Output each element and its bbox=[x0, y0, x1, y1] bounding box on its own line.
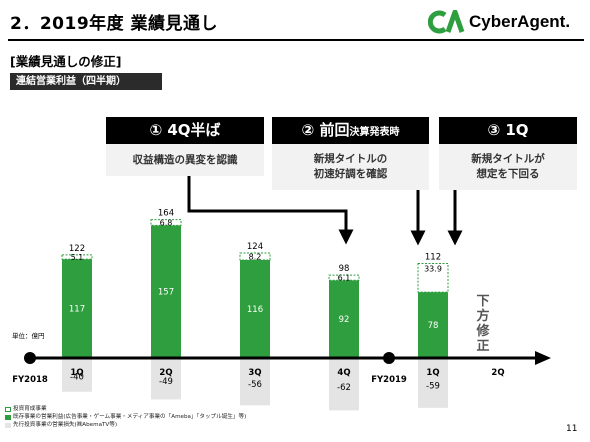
logo-text: CyberAgent. bbox=[469, 12, 571, 31]
category-label: 3Q bbox=[248, 368, 261, 378]
cyberagent-logo-icon bbox=[428, 10, 465, 34]
legend-swatch-core bbox=[5, 414, 11, 420]
arrow-phase-1 bbox=[187, 176, 354, 245]
invest-value-label: 33.9 bbox=[424, 264, 442, 273]
title-divider bbox=[8, 39, 584, 41]
total-value-label: 112 bbox=[425, 252, 441, 262]
category-label: 2Q bbox=[159, 368, 172, 378]
unit-label: 単位：億円 bbox=[12, 332, 45, 340]
loss-bar bbox=[418, 358, 448, 408]
phase-3-line-1: 新規タイトルが bbox=[471, 153, 545, 165]
core-profit-bar bbox=[329, 280, 359, 358]
phase-2-head-small: 決算発表時 bbox=[349, 127, 400, 138]
core-profit-bar bbox=[151, 225, 181, 358]
invest-segment bbox=[328, 274, 360, 281]
loss-bar bbox=[62, 358, 92, 392]
loss-value-label: -49 bbox=[159, 377, 173, 387]
total-value-label: 98 bbox=[339, 264, 350, 274]
phase-2-body: 新規タイトルの 初速好調を確認 bbox=[272, 144, 429, 190]
category-label: 1Q bbox=[426, 368, 439, 378]
logo: CyberAgent. bbox=[428, 10, 570, 34]
core-value-label: 117 bbox=[69, 305, 85, 315]
phase-2-line-1: 新規タイトルの bbox=[313, 153, 388, 165]
page-number: 11 bbox=[566, 424, 578, 434]
invest-segment bbox=[150, 219, 182, 226]
loss-value-label: -56 bbox=[248, 380, 262, 390]
phase-2-line-2: 初速好調を確認 bbox=[313, 168, 388, 180]
metric-badge: 連結営業利益（四半期） bbox=[10, 73, 162, 90]
phase-3-body: 新規タイトルが 想定を下回る bbox=[439, 144, 577, 190]
loss-bar bbox=[240, 358, 270, 406]
legend-label-invest: 投資育成事業 bbox=[13, 406, 47, 412]
year-marker bbox=[24, 352, 36, 364]
phase-2-header: ② 前回決算発表時 bbox=[272, 117, 429, 144]
legend-swatch-loss bbox=[5, 422, 11, 428]
invest-value-label: 5.1 bbox=[71, 253, 84, 262]
year-label: FY2019 bbox=[371, 375, 407, 385]
core-value-label: 78 bbox=[428, 321, 439, 331]
total-value-label: 164 bbox=[158, 209, 174, 219]
downgrade-annotation: 下方修正 bbox=[476, 294, 490, 354]
year-label: FY2018 bbox=[12, 375, 48, 385]
invest-value-label: 6.1 bbox=[338, 274, 351, 283]
year-marker bbox=[383, 352, 395, 364]
phase-1-body: 収益構造の異変を認識 bbox=[106, 144, 264, 176]
total-value-label: 122 bbox=[69, 244, 85, 254]
page-title: 2．2019年度 業績見通し bbox=[10, 14, 219, 34]
category-label: 2Q bbox=[491, 368, 504, 378]
legend-label-core: 既存事業の営業利益(広告事業・ゲーム事業・メディア事業の「Ameba」「タップル… bbox=[13, 414, 247, 420]
invest-segment bbox=[239, 252, 271, 261]
phase-1-line-1: 収益構造の異変を認識 bbox=[132, 153, 238, 166]
loss-value-label: -62 bbox=[337, 383, 351, 393]
invest-value-label: 6.8 bbox=[160, 218, 173, 227]
category-label: 1Q bbox=[70, 368, 83, 378]
core-profit-bar bbox=[62, 259, 92, 358]
core-value-label: 92 bbox=[339, 315, 350, 325]
loss-bar bbox=[151, 358, 181, 400]
loss-value-label: -59 bbox=[426, 381, 440, 391]
invest-segment bbox=[61, 254, 93, 260]
section-title: [業績見通しの修正] bbox=[10, 54, 122, 69]
phase-3-line-2: 想定を下回る bbox=[476, 168, 540, 180]
legend: 投資育成事業 既存事業の営業利益(広告事業・ゲーム事業・メディア事業の「Ameb… bbox=[5, 405, 246, 429]
axis-arrow-icon bbox=[535, 351, 551, 365]
core-profit-bar bbox=[240, 259, 270, 358]
core-value-label: 116 bbox=[247, 305, 263, 315]
legend-item-invest: 投資育成事業 bbox=[5, 405, 246, 413]
phase-3-header: ③ 1Q bbox=[439, 117, 577, 144]
phase-1-header: ① 4Q半ば bbox=[106, 117, 264, 144]
core-profit-bar bbox=[418, 292, 448, 358]
legend-label-loss: 先行投資事業の営業損失(㈱AbemaTV等) bbox=[13, 422, 118, 428]
legend-item-loss: 先行投資事業の営業損失(㈱AbemaTV等) bbox=[5, 421, 246, 429]
loss-bar bbox=[329, 358, 359, 411]
invest-segment bbox=[417, 262, 449, 293]
core-value-label: 157 bbox=[158, 288, 174, 298]
legend-swatch-invest bbox=[5, 406, 11, 412]
legend-item-core: 既存事業の営業利益(広告事業・ゲーム事業・メディア事業の「Ameba」「タップル… bbox=[5, 413, 246, 421]
loss-value-label: -40 bbox=[70, 373, 84, 383]
invest-value-label: 8.2 bbox=[249, 253, 262, 262]
phase-2-head-main: ② 前回 bbox=[301, 121, 350, 139]
total-value-label: 124 bbox=[247, 242, 263, 252]
category-label: 4Q bbox=[337, 368, 350, 378]
